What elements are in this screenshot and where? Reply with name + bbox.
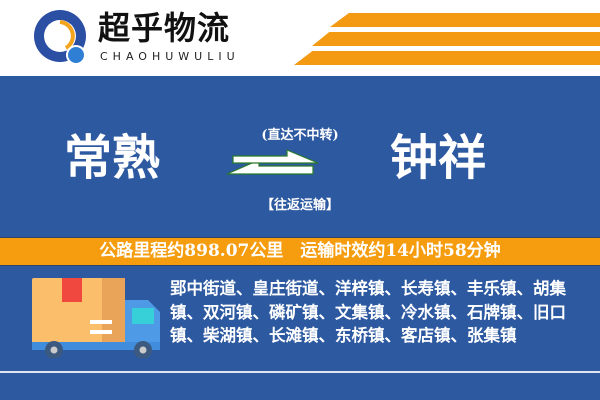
round-trip-note: 【往返运输】 [260,198,339,213]
brand-name: 超乎物流 [98,9,231,47]
destination-city: 钟祥 [390,130,487,186]
logo-icon [34,10,86,65]
info-band: 公路里程约898.07公里 运输时效约14小时58分钟 [0,237,600,266]
delivery-truck-icon [32,278,160,358]
town-list: 郢中街道、皇庄街道、洋梓镇、长寿镇、丰乐镇、胡集镇、双河镇、磷矿镇、文集镇、冷水… [170,279,566,345]
header: 超乎物流 CHAOHUWULIU [0,0,600,76]
decor-stripe [330,13,600,27]
decor-stripe [294,51,600,65]
decor-stripe [312,32,600,46]
direct-note: (直达不中转) [261,128,339,143]
two-way-arrow-icon [226,149,319,175]
origin-city: 常熟 [64,130,161,186]
divider [0,371,600,373]
brand-name-en: CHAOHUWULIU [100,50,240,63]
